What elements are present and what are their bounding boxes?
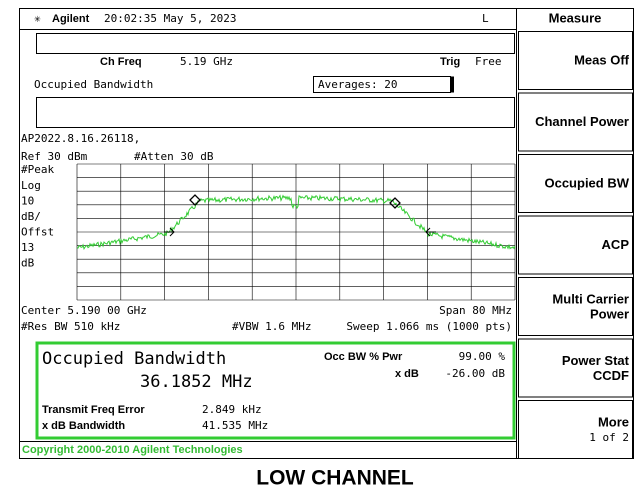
- softkey-label: More: [598, 414, 629, 429]
- scale-label: dB: [21, 257, 35, 270]
- datetime: 20:02:35 May 5, 2023: [104, 12, 236, 25]
- brand: Agilent: [52, 13, 90, 25]
- softkey[interactable]: [518, 338, 633, 398]
- softkey[interactable]: [518, 215, 633, 275]
- softkey-label: 1 of 2: [589, 431, 629, 444]
- softkey[interactable]: [518, 154, 633, 213]
- label: Trig: [440, 56, 460, 68]
- value: Free: [475, 55, 502, 68]
- marker: [189, 194, 401, 209]
- averages: Averages: 20: [318, 78, 397, 91]
- softkey-label: Occupied BW: [544, 175, 629, 190]
- res-bw: #Res BW 510 kHz: [21, 320, 120, 333]
- menu-title: Measure: [549, 10, 602, 25]
- scale-label: 13: [21, 241, 34, 254]
- center: Center 5.190 00 GHz: [21, 304, 147, 317]
- label: Transmit Freq Error: [42, 404, 145, 416]
- mode: L: [482, 12, 489, 25]
- scale-label: dB/: [21, 210, 41, 223]
- scale-label: Offst: [21, 226, 54, 239]
- sweep: Sweep 1.066 ms (1000 pts): [346, 320, 512, 333]
- softkey[interactable]: [518, 31, 633, 90]
- box: [36, 33, 515, 54]
- value: 41.535 MHz: [202, 419, 268, 432]
- label: x dB Bandwidth: [42, 420, 125, 432]
- marker: [164, 227, 436, 237]
- measurement: Occupied Bandwidth: [34, 78, 153, 91]
- value: 2.849 kHz: [202, 403, 262, 416]
- value: -26.00 dB: [445, 367, 505, 380]
- softkey[interactable]: [518, 92, 633, 152]
- caption: LOW CHANNEL: [256, 467, 414, 490]
- result-value: 36.1852 MHz: [140, 372, 253, 392]
- label: x dB: [395, 368, 419, 380]
- scale-label: 10: [21, 195, 34, 208]
- softkey[interactable]: [518, 400, 633, 459]
- softkey-label: CCDF: [593, 368, 629, 383]
- result-title: Occupied Bandwidth: [42, 349, 226, 369]
- label: Occ BW % Pwr: [324, 351, 403, 363]
- detector: #Peak: [21, 163, 54, 176]
- copyright: Copyright 2000-2010 Agilent Technologies: [22, 444, 243, 456]
- softkey-label: Power: [590, 306, 629, 321]
- span: Span 80 MHz: [439, 304, 512, 317]
- box: [450, 76, 454, 93]
- softkey-label: Meas Off: [574, 52, 630, 67]
- result-box: [35, 341, 516, 440]
- box: [36, 97, 515, 128]
- version: AP2022.8.16.26118,: [21, 132, 140, 145]
- softkey-label: Power Stat: [562, 353, 630, 368]
- softkey-label: Channel Power: [535, 114, 629, 129]
- label: Ch Freq: [100, 56, 142, 68]
- ref: Ref 30 dBm: [21, 150, 88, 163]
- vbw: #VBW 1.6 MHz: [232, 320, 311, 333]
- trace: [76, 194, 516, 251]
- softkey[interactable]: [518, 277, 633, 336]
- logo: ✳: [34, 12, 41, 25]
- scale-label: Log: [21, 179, 41, 192]
- atten: #Atten 30 dB: [134, 150, 214, 163]
- value: 99.00 %: [459, 350, 506, 363]
- softkey-label: Multi Carrier: [552, 291, 629, 306]
- value: 5.19 GHz: [180, 55, 233, 68]
- softkey-label: ACP: [602, 237, 630, 252]
